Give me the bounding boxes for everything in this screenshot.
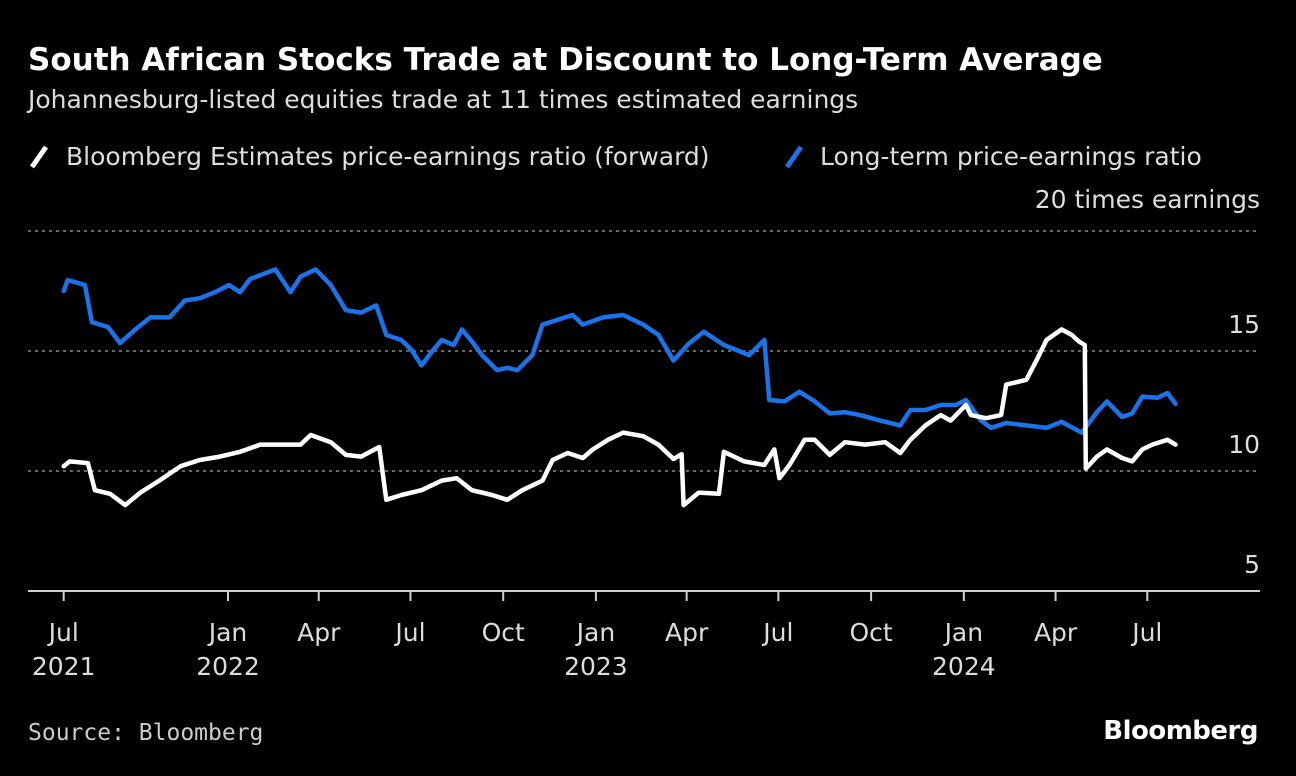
x-tick-label: Jul: [761, 618, 793, 647]
y-axis-unit-label: 20 times earnings: [1034, 185, 1260, 214]
series-line-long-term-pe: [61, 267, 1178, 435]
x-tick-label: Jul: [47, 618, 79, 647]
x-tick-label: Jul: [393, 618, 425, 647]
x-tick-label: Jan: [943, 618, 984, 647]
x-tick-label: Apr: [297, 618, 341, 647]
x-tick-label: Jan: [575, 618, 616, 647]
source-note: Source: Bloomberg: [28, 720, 264, 746]
legend-swatch-forward-pe: [29, 145, 49, 169]
x-tick-year-label: 2024: [932, 652, 996, 681]
legend-label-long-term-pe: Long-term price-earnings ratio: [820, 142, 1202, 171]
x-tick-year-label: 2023: [564, 652, 628, 681]
x-tick-year-label: 2022: [196, 652, 260, 681]
y-tick-label: 10: [1228, 430, 1260, 459]
x-tick-label: Apr: [1034, 618, 1078, 647]
x-tick-label: Oct: [482, 618, 525, 647]
x-tick-label: Jan: [207, 618, 248, 647]
chart-subtitle: Johannesburg-listed equities trade at 11…: [28, 85, 859, 114]
y-tick-label: 5: [1244, 550, 1260, 579]
bloomberg-logo: Bloomberg: [1103, 716, 1258, 746]
legend-label-forward-pe: Bloomberg Estimates price-earnings ratio…: [66, 142, 710, 171]
x-tick-label: Apr: [665, 618, 709, 647]
series-line-forward-pe: [61, 327, 1178, 508]
x-tick-label: Jul: [1130, 618, 1162, 647]
x-tick-year-label: 2021: [32, 652, 96, 681]
x-tick-label: Oct: [849, 618, 892, 647]
chart-title: South African Stocks Trade at Discount t…: [28, 42, 1103, 78]
legend-swatch-long-term-pe: [784, 145, 804, 169]
y-tick-label: 15: [1228, 310, 1260, 339]
